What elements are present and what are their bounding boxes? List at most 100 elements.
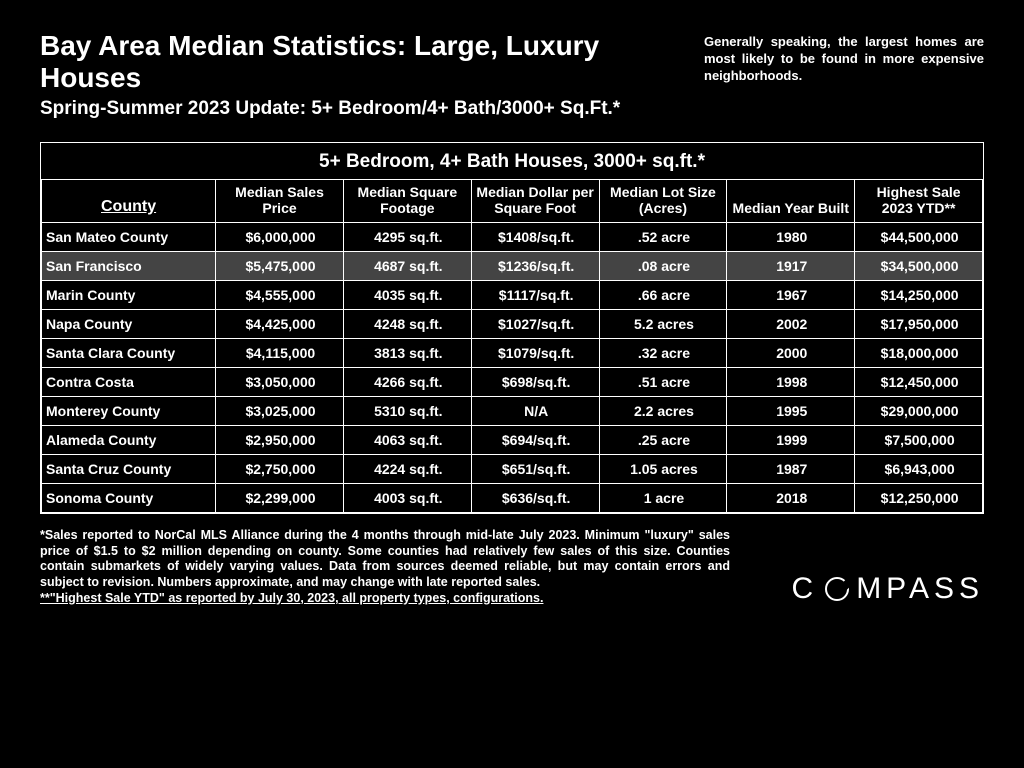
- table-cell: $2,750,000: [216, 455, 344, 484]
- table-cell: Santa Cruz County: [42, 455, 216, 484]
- footnotes: *Sales reported to NorCal MLS Alliance d…: [40, 528, 730, 606]
- title-block: Bay Area Median Statistics: Large, Luxur…: [40, 30, 704, 120]
- table-cell: $14,250,000: [855, 281, 983, 310]
- table-row: Monterey County$3,025,0005310 sq.ft.N/A2…: [42, 397, 983, 426]
- table-cell: 4248 sq.ft.: [343, 310, 471, 339]
- footer: *Sales reported to NorCal MLS Alliance d…: [40, 528, 984, 606]
- table-cell: $651/sq.ft.: [471, 455, 599, 484]
- table-cell: $636/sq.ft.: [471, 484, 599, 513]
- brand-o-icon: [825, 577, 849, 601]
- footnote-2: **"Highest Sale YTD" as reported by July…: [40, 591, 543, 605]
- table-row: Sonoma County$2,299,0004003 sq.ft.$636/s…: [42, 484, 983, 513]
- table-cell: 5310 sq.ft.: [343, 397, 471, 426]
- table-cell: 2018: [727, 484, 855, 513]
- table-cell: 4063 sq.ft.: [343, 426, 471, 455]
- table-cell: 1917: [727, 252, 855, 281]
- table-cell: $2,299,000: [216, 484, 344, 513]
- col-ppsf: Median Dollar per Square Foot: [471, 180, 599, 223]
- table-cell: 2000: [727, 339, 855, 368]
- table-cell: $3,025,000: [216, 397, 344, 426]
- table-cell: San Francisco: [42, 252, 216, 281]
- table-cell: 4003 sq.ft.: [343, 484, 471, 513]
- table-cell: 1967: [727, 281, 855, 310]
- table-cell: .32 acre: [599, 339, 727, 368]
- table-row: Santa Cruz County$2,750,0004224 sq.ft.$6…: [42, 455, 983, 484]
- table-cell: $4,425,000: [216, 310, 344, 339]
- table-cell: 1 acre: [599, 484, 727, 513]
- table-cell: $7,500,000: [855, 426, 983, 455]
- table-cell: San Mateo County: [42, 223, 216, 252]
- table-cell: $17,950,000: [855, 310, 983, 339]
- table-cell: $5,475,000: [216, 252, 344, 281]
- table-cell: $18,000,000: [855, 339, 983, 368]
- table-cell: 4687 sq.ft.: [343, 252, 471, 281]
- table-cell: $44,500,000: [855, 223, 983, 252]
- table-cell: $6,000,000: [216, 223, 344, 252]
- table-cell: 1995: [727, 397, 855, 426]
- table-cell: 1998: [727, 368, 855, 397]
- table-cell: $2,950,000: [216, 426, 344, 455]
- table-cell: 2.2 acres: [599, 397, 727, 426]
- col-county: County: [42, 180, 216, 223]
- table-row: Marin County$4,555,0004035 sq.ft.$1117/s…: [42, 281, 983, 310]
- table-cell: .25 acre: [599, 426, 727, 455]
- col-lot: Median Lot Size (Acres): [599, 180, 727, 223]
- table-cell: 1.05 acres: [599, 455, 727, 484]
- table-cell: $694/sq.ft.: [471, 426, 599, 455]
- table-row: Alameda County$2,950,0004063 sq.ft.$694/…: [42, 426, 983, 455]
- table-cell: Monterey County: [42, 397, 216, 426]
- stats-table-wrap: 5+ Bedroom, 4+ Bath Houses, 3000+ sq.ft.…: [40, 142, 984, 514]
- page-title: Bay Area Median Statistics: Large, Luxur…: [40, 30, 704, 94]
- table-cell: .51 acre: [599, 368, 727, 397]
- table-cell: 4295 sq.ft.: [343, 223, 471, 252]
- table-cell: 1999: [727, 426, 855, 455]
- header: Bay Area Median Statistics: Large, Luxur…: [40, 30, 984, 120]
- header-note: Generally speaking, the largest homes ar…: [704, 30, 984, 85]
- col-highest: Highest Sale 2023 YTD**: [855, 180, 983, 223]
- table-row: San Francisco$5,475,0004687 sq.ft.$1236/…: [42, 252, 983, 281]
- table-cell: $1117/sq.ft.: [471, 281, 599, 310]
- table-cell: Sonoma County: [42, 484, 216, 513]
- table-cell: 2002: [727, 310, 855, 339]
- footnote-1: *Sales reported to NorCal MLS Alliance d…: [40, 528, 730, 589]
- table-cell: N/A: [471, 397, 599, 426]
- table-cell: 1987: [727, 455, 855, 484]
- col-price: Median Sales Price: [216, 180, 344, 223]
- table-cell: $1079/sq.ft.: [471, 339, 599, 368]
- table-cell: Napa County: [42, 310, 216, 339]
- table-cell: 3813 sq.ft.: [343, 339, 471, 368]
- table-cell: 5.2 acres: [599, 310, 727, 339]
- brand-logo: C MPASS: [792, 572, 984, 606]
- table-cell: $1027/sq.ft.: [471, 310, 599, 339]
- table-cell: Alameda County: [42, 426, 216, 455]
- table-header-row: County Median Sales Price Median Square …: [42, 180, 983, 223]
- table-cell: Santa Clara County: [42, 339, 216, 368]
- table-cell: 4224 sq.ft.: [343, 455, 471, 484]
- table-row: Napa County$4,425,0004248 sq.ft.$1027/sq…: [42, 310, 983, 339]
- table-cell: .52 acre: [599, 223, 727, 252]
- table-row: San Mateo County$6,000,0004295 sq.ft.$14…: [42, 223, 983, 252]
- table-cell: 4035 sq.ft.: [343, 281, 471, 310]
- stats-table: County Median Sales Price Median Square …: [41, 179, 983, 513]
- brand-text-1: C: [792, 572, 819, 606]
- table-cell: $34,500,000: [855, 252, 983, 281]
- brand-text-2: MPASS: [856, 572, 984, 606]
- table-cell: 4266 sq.ft.: [343, 368, 471, 397]
- table-cell: $1408/sq.ft.: [471, 223, 599, 252]
- table-row: Contra Costa$3,050,0004266 sq.ft.$698/sq…: [42, 368, 983, 397]
- col-sqft: Median Square Footage: [343, 180, 471, 223]
- table-cell: $698/sq.ft.: [471, 368, 599, 397]
- table-cell: $12,450,000: [855, 368, 983, 397]
- table-cell: $29,000,000: [855, 397, 983, 426]
- col-year: Median Year Built: [727, 180, 855, 223]
- table-cell: $4,115,000: [216, 339, 344, 368]
- table-cell: .08 acre: [599, 252, 727, 281]
- table-cell: $6,943,000: [855, 455, 983, 484]
- table-cell: 1980: [727, 223, 855, 252]
- table-cell: $12,250,000: [855, 484, 983, 513]
- table-cell: $1236/sq.ft.: [471, 252, 599, 281]
- table-cell: Contra Costa: [42, 368, 216, 397]
- table-cell: $4,555,000: [216, 281, 344, 310]
- table-cell: .66 acre: [599, 281, 727, 310]
- table-title: 5+ Bedroom, 4+ Bath Houses, 3000+ sq.ft.…: [41, 143, 983, 179]
